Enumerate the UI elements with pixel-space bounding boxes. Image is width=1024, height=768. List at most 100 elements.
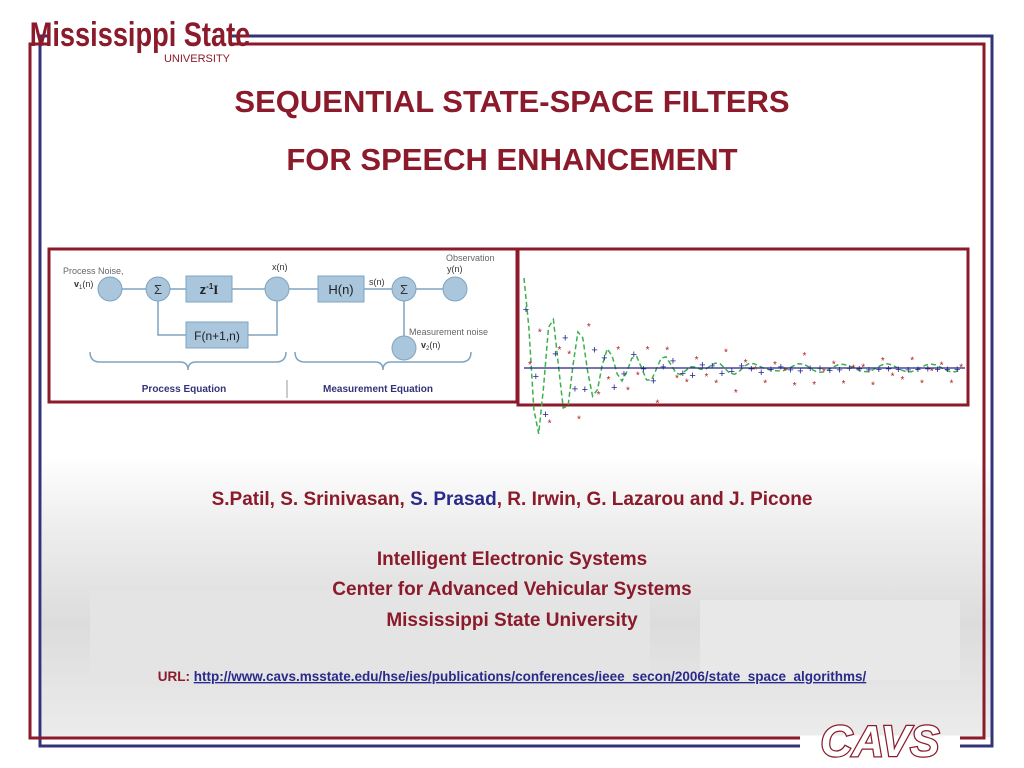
building [90, 590, 650, 680]
plot-marker: + [709, 360, 715, 372]
diagram-nodes [97, 275, 468, 361]
plot-marker: * [636, 371, 640, 382]
logo-name: Mississippi State [30, 15, 251, 54]
plot-marker: + [954, 364, 960, 376]
plot-marker: * [900, 375, 904, 386]
plot-marker: * [930, 366, 934, 377]
plot-marker: + [640, 364, 646, 376]
plot-marker: * [881, 356, 885, 367]
plot-marker: * [655, 399, 659, 410]
plot-marker: + [582, 384, 588, 396]
plot-marker: + [660, 362, 666, 374]
title: SEQUENTIAL STATE-SPACE FILTERS [234, 84, 789, 119]
label: v1(n) [74, 279, 93, 291]
plot-marker: * [822, 367, 826, 378]
plot-marker: * [940, 361, 944, 372]
label: s(n) [369, 277, 385, 287]
plot-marker: * [744, 358, 748, 369]
plot-marker: * [704, 372, 708, 383]
plot-marker: + [778, 362, 784, 374]
plot-marker: + [885, 363, 891, 375]
plot-marker: + [856, 364, 862, 376]
plot-box [516, 247, 970, 407]
plot-marker: * [695, 355, 699, 366]
plot-marker: * [528, 360, 532, 371]
plot-marker: * [832, 359, 836, 370]
plot-marker: * [597, 390, 601, 401]
plot-marker: * [763, 378, 767, 389]
plot-marker: + [748, 363, 754, 375]
plot-marker: + [934, 364, 940, 376]
plot-marker: + [827, 365, 833, 377]
plot-marker: * [783, 366, 787, 377]
plot-marker: + [876, 364, 882, 376]
plot-marker: + [787, 365, 793, 377]
plot-marker: + [797, 366, 803, 378]
plot-marker: + [807, 363, 813, 375]
label: Process Noise, [63, 266, 124, 276]
plot-marker: + [944, 364, 950, 376]
plot-marker: + [836, 365, 842, 377]
plot-marker: * [734, 388, 738, 399]
plot-marker: + [846, 363, 852, 375]
plot-marker: * [773, 360, 777, 371]
plot-marker: + [729, 366, 735, 378]
plot-marker: + [533, 371, 539, 383]
sum: Σ [400, 282, 408, 297]
plot-marker: * [949, 379, 953, 390]
caption: Process Equation [142, 384, 226, 395]
plot-marker: * [626, 385, 630, 396]
plot-marker: * [871, 381, 875, 392]
plot-marker: + [758, 367, 764, 379]
plot-marker: + [866, 365, 872, 377]
plot-marker: * [675, 373, 679, 384]
plot-marker: * [685, 377, 689, 388]
plot-marker: * [812, 380, 816, 391]
plot-marker: * [587, 322, 591, 333]
delay: z-1I [200, 282, 219, 297]
building [700, 600, 960, 680]
plot-marker: + [699, 360, 705, 372]
plot-marker: + [621, 369, 627, 381]
plot-marker: + [768, 364, 774, 376]
label: Observation [446, 253, 495, 263]
plot-marker: + [562, 332, 568, 344]
plot-marker: * [802, 351, 806, 362]
label: y(n) [447, 264, 463, 274]
url-link[interactable]: http://www.cavs.msstate.edu/hse/ies/publ… [194, 669, 867, 684]
plot-marker: * [557, 345, 561, 356]
plot-marker: * [606, 375, 610, 386]
url-line: URL: http://www.cavs.msstate.edu/hse/ies… [158, 669, 867, 684]
affiliation: Intelligent Electronic Systems [377, 549, 647, 570]
plot-marker: + [552, 348, 558, 360]
affiliation: Mississippi State University [386, 610, 638, 631]
plot-marker: + [523, 304, 529, 316]
plot-marker: + [905, 364, 911, 376]
block: H(n) [328, 282, 353, 297]
plot-marker: + [650, 376, 656, 388]
plot-marker: * [548, 418, 552, 429]
plot-marker: + [572, 383, 578, 395]
plot-marker: * [793, 381, 797, 392]
label: Measurement noise [409, 327, 488, 337]
plot-marker: * [577, 414, 581, 425]
plot-marker: * [753, 365, 757, 376]
plot-marker: + [738, 360, 744, 372]
plot-marker: + [915, 364, 921, 376]
plot-marker: * [891, 372, 895, 383]
plot-image: +*+*+*+*+*+*+*+*+*+*+*+*+*+*+*+* +*+* +*+*… [523, 277, 965, 434]
label: v2(n) [421, 340, 440, 352]
plot-marker: + [680, 368, 686, 380]
plot-marker: + [542, 409, 548, 421]
plot-marker: * [665, 345, 669, 356]
sum: Σ [154, 282, 162, 297]
plot-marker: * [842, 379, 846, 390]
diagram-arrows [89, 288, 472, 371]
plot-marker: + [925, 364, 931, 376]
logo-sub: UNIVERSITY [164, 53, 231, 65]
label: x(n) [272, 262, 288, 272]
cavs-logo: CAVS [821, 717, 940, 766]
authors: S.Patil, S. Srinivasan, S. Prasad, R. Ir… [212, 489, 813, 510]
